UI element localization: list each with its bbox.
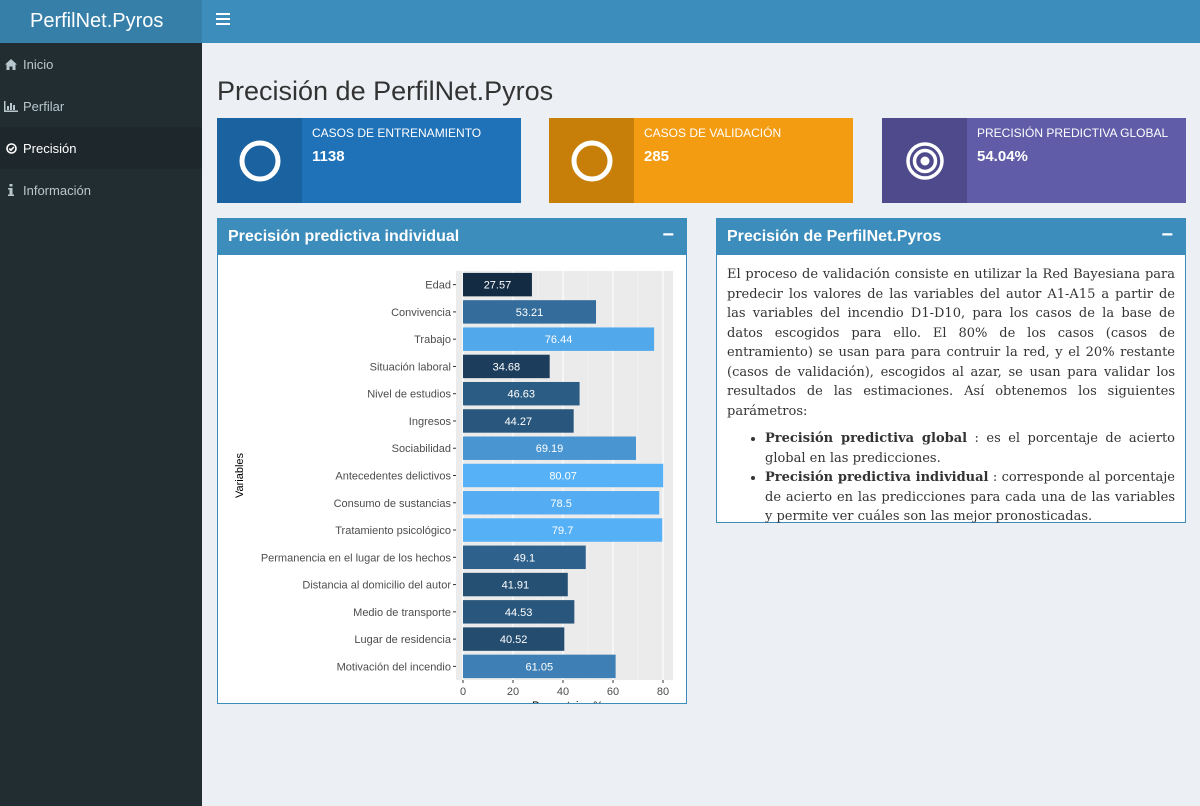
- category-label: Edad: [425, 280, 451, 292]
- sidebar-item-informacion[interactable]: Información: [0, 169, 202, 211]
- chart-box-header: Precisión predictiva individual −: [218, 218, 686, 255]
- sidebar-item-label: Precisión: [23, 140, 77, 156]
- parameter-list: Precisión predictiva global : es el porc…: [727, 429, 1175, 527]
- bar-chart-icon: [0, 100, 22, 112]
- bar-value-label: 69.19: [536, 443, 564, 455]
- info-box-label: CASOS DE ENTRENAMIENTO: [312, 126, 482, 140]
- bar: [463, 600, 575, 624]
- bar: [463, 436, 636, 460]
- bar-value-label: 53.21: [516, 307, 544, 319]
- info-box-global-precision: PRECISIÓN PREDICTIVA GLOBAL 54.04%: [882, 118, 1186, 203]
- category-label: Convivencia: [391, 307, 452, 319]
- bar-value-label: 41.91: [502, 580, 530, 592]
- app-logo[interactable]: PerfilNet.Pyros: [0, 0, 202, 43]
- check-circle-icon: [0, 142, 22, 154]
- bar-value-label: 78.5: [550, 498, 571, 510]
- bar-value-label: 44.53: [505, 607, 533, 619]
- bar-value-label: 49.1: [514, 552, 535, 564]
- bar: [463, 627, 565, 651]
- chart-box-title: Precisión predictiva individual: [228, 228, 460, 245]
- category-label: Sociabilidad: [392, 443, 451, 455]
- info-box-label: CASOS DE VALIDACIÓN: [644, 126, 782, 140]
- bar: [463, 518, 663, 542]
- bar: [463, 409, 574, 433]
- y-axis-label: Variables: [234, 452, 246, 498]
- info-text-box-header: Precisión de PerfilNet.Pyros −: [717, 218, 1185, 255]
- sidebar-item-inicio[interactable]: Inicio: [0, 43, 202, 85]
- sidebar-item-precision[interactable]: Precisión: [0, 127, 202, 169]
- info-text-body: El proceso de validación consiste en uti…: [717, 255, 1185, 537]
- bar-value-label: 76.44: [545, 334, 573, 346]
- bar: [463, 327, 655, 351]
- bar: [463, 381, 580, 406]
- category-label: Tratamiento psicológico: [335, 525, 451, 537]
- sidebar-item-label: Perfilar: [23, 98, 65, 114]
- bar: [463, 300, 597, 324]
- sidebar: Inicio Perfilar Precisión Información: [0, 43, 202, 806]
- bar-value-label: 40.52: [500, 634, 528, 646]
- category-label: Distancia al domicilio del autor: [302, 580, 451, 592]
- category-label: Consumo de sustancias: [334, 498, 452, 510]
- list-item-term: Precisión predictiva global: [765, 431, 968, 446]
- info-box-value: 1138: [312, 148, 345, 165]
- page-title: Precisión de PerfilNet.Pyros: [217, 76, 554, 106]
- info-icon: [0, 184, 22, 196]
- category-label: Motivación del incendio: [337, 661, 451, 673]
- list-item-desc: : es el porcentaje de acierto global en …: [765, 431, 1175, 466]
- target-icon: [882, 118, 967, 203]
- bar-value-label: 80.07: [549, 471, 577, 483]
- collapse-button[interactable]: −: [1161, 224, 1173, 246]
- bar-value-label: 79.7: [552, 525, 573, 537]
- bar-value-label: 34.68: [493, 361, 521, 373]
- category-label: Antecedentes delictivos: [335, 471, 451, 483]
- info-box-value: 285: [644, 148, 670, 165]
- chart-box: Precisión predictiva individual − 27.57 E…: [217, 218, 687, 712]
- bar-value-label: 61.05: [526, 661, 554, 673]
- list-item: Precisión predictiva global : es el porc…: [765, 429, 1175, 468]
- x-tick-label: 0: [460, 686, 466, 698]
- x-tick-label: 60: [607, 686, 619, 698]
- bar: [463, 654, 616, 679]
- bar-value-label: 46.63: [508, 389, 536, 401]
- info-box-label: PRECISIÓN PREDICTIVA GLOBAL: [977, 126, 1169, 140]
- sidebar-item-label: Información: [23, 182, 91, 198]
- sidebar-item-label: Inicio: [23, 56, 54, 72]
- x-tick-label: 20: [507, 686, 519, 698]
- category-label: Situación laboral: [370, 361, 451, 373]
- list-item-term: Precisión predictiva individual: [765, 470, 989, 485]
- sidebar-toggle-icon[interactable]: [216, 13, 230, 27]
- category-label: Ingresos: [409, 416, 452, 428]
- x-axis-label: Porcentajes %: [532, 700, 603, 703]
- info-box-validation: CASOS DE VALIDACIÓN 285: [549, 118, 853, 203]
- bar-chart: 27.57 Edad 53.21 Convivencia 76.44 Trabajo 34.…: [234, 271, 673, 712]
- info-box-value: 54.04%: [977, 148, 1028, 165]
- collapse-button[interactable]: −: [662, 224, 674, 246]
- x-tick-label: 40: [557, 686, 569, 698]
- top-navbar: [202, 0, 1200, 43]
- home-icon: [0, 58, 22, 70]
- category-label: Medio de transporte: [353, 607, 451, 619]
- bar: [463, 354, 550, 379]
- info-text-box: Precisión de PerfilNet.Pyros − El proces…: [716, 218, 1186, 524]
- x-tick-label: 80: [657, 686, 669, 698]
- circle-ring-icon: [549, 118, 634, 203]
- bar: [463, 463, 664, 488]
- bar: [463, 545, 586, 570]
- category-label: Trabajo: [414, 334, 451, 346]
- circle-ring-icon: [217, 118, 302, 203]
- info-text-box-title: Precisión de PerfilNet.Pyros: [727, 228, 942, 245]
- list-item-desc: : corresponde al porcentaje de acierto e…: [765, 470, 1175, 524]
- sidebar-item-perfilar[interactable]: Perfilar: [0, 85, 202, 127]
- category-label: Nivel de estudios: [367, 389, 451, 401]
- bar: [463, 491, 660, 515]
- description-paragraph: El proceso de validación consiste en uti…: [727, 267, 1175, 419]
- bar: [463, 272, 532, 297]
- bar-value-label: 44.27: [505, 416, 533, 428]
- bar-value-label: 27.57: [484, 280, 512, 292]
- info-box-training: CASOS DE ENTRENAMIENTO 1138: [217, 118, 521, 203]
- bar: [463, 572, 568, 597]
- category-label: Permanencia en el lugar de los hechos: [261, 552, 452, 564]
- category-label: Lugar de residencia: [354, 634, 452, 646]
- list-item: Precisión predictiva individual : corres…: [765, 468, 1175, 527]
